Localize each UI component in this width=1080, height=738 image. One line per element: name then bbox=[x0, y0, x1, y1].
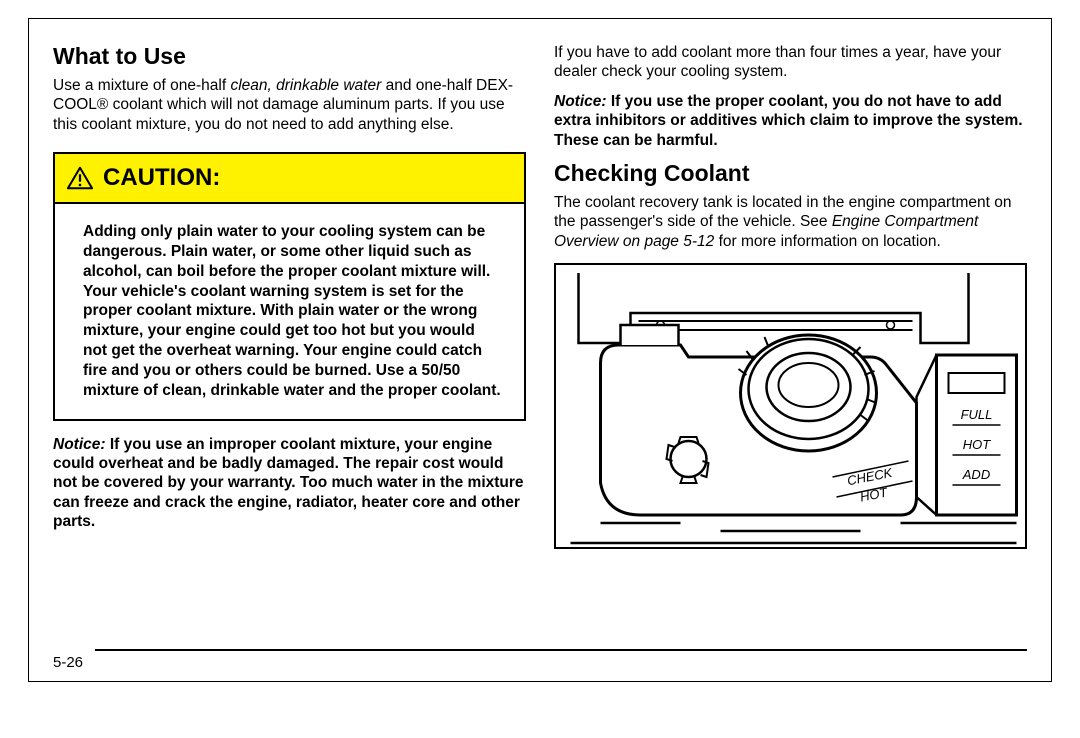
right-para2: The coolant recovery tank is located in … bbox=[554, 193, 1027, 251]
figure-label-hot: HOT bbox=[963, 437, 992, 452]
intro-prefix: Use a mixture of one-half bbox=[53, 77, 230, 94]
para2-suffix: for more information on location. bbox=[714, 233, 941, 250]
notice-body-right: If you use the proper coolant, you do no… bbox=[554, 93, 1023, 149]
caution-box: CAUTION: Adding only plain water to your… bbox=[53, 152, 526, 420]
intro-italic: clean, drinkable water bbox=[230, 77, 381, 94]
intro-paragraph: Use a mixture of one-half clean, drinkab… bbox=[53, 76, 526, 134]
warning-triangle-icon bbox=[67, 166, 93, 190]
caution-body-text: Adding only plain water to your cooling … bbox=[55, 204, 524, 418]
right-column: If you have to add coolant more than fou… bbox=[554, 43, 1027, 675]
notice-body-left: If you use an improper coolant mixture, … bbox=[53, 436, 524, 531]
notice-label-left: Notice: bbox=[53, 436, 106, 453]
coolant-tank-svg: CHECK HOT FULL HOT ADD bbox=[556, 265, 1025, 547]
left-column: What to Use Use a mixture of one-half cl… bbox=[53, 43, 526, 675]
right-para1: If you have to add coolant more than fou… bbox=[554, 43, 1027, 82]
caution-label: CAUTION: bbox=[103, 164, 220, 192]
heading-what-to-use: What to Use bbox=[53, 43, 526, 70]
page-number: 5-26 bbox=[53, 654, 83, 671]
figure-label-full: FULL bbox=[961, 407, 993, 422]
heading-checking-coolant: Checking Coolant bbox=[554, 160, 1027, 187]
figure-label-add: ADD bbox=[962, 467, 990, 482]
coolant-tank-figure: CHECK HOT FULL HOT ADD bbox=[554, 263, 1027, 549]
caution-header: CAUTION: bbox=[55, 154, 524, 204]
manual-page: What to Use Use a mixture of one-half cl… bbox=[28, 18, 1052, 682]
notice-paragraph-left: Notice: If you use an improper coolant m… bbox=[53, 435, 526, 532]
notice-label-right: Notice: bbox=[554, 93, 607, 110]
footer-rule bbox=[95, 649, 1027, 651]
notice-paragraph-right: Notice: If you use the proper coolant, y… bbox=[554, 92, 1027, 150]
